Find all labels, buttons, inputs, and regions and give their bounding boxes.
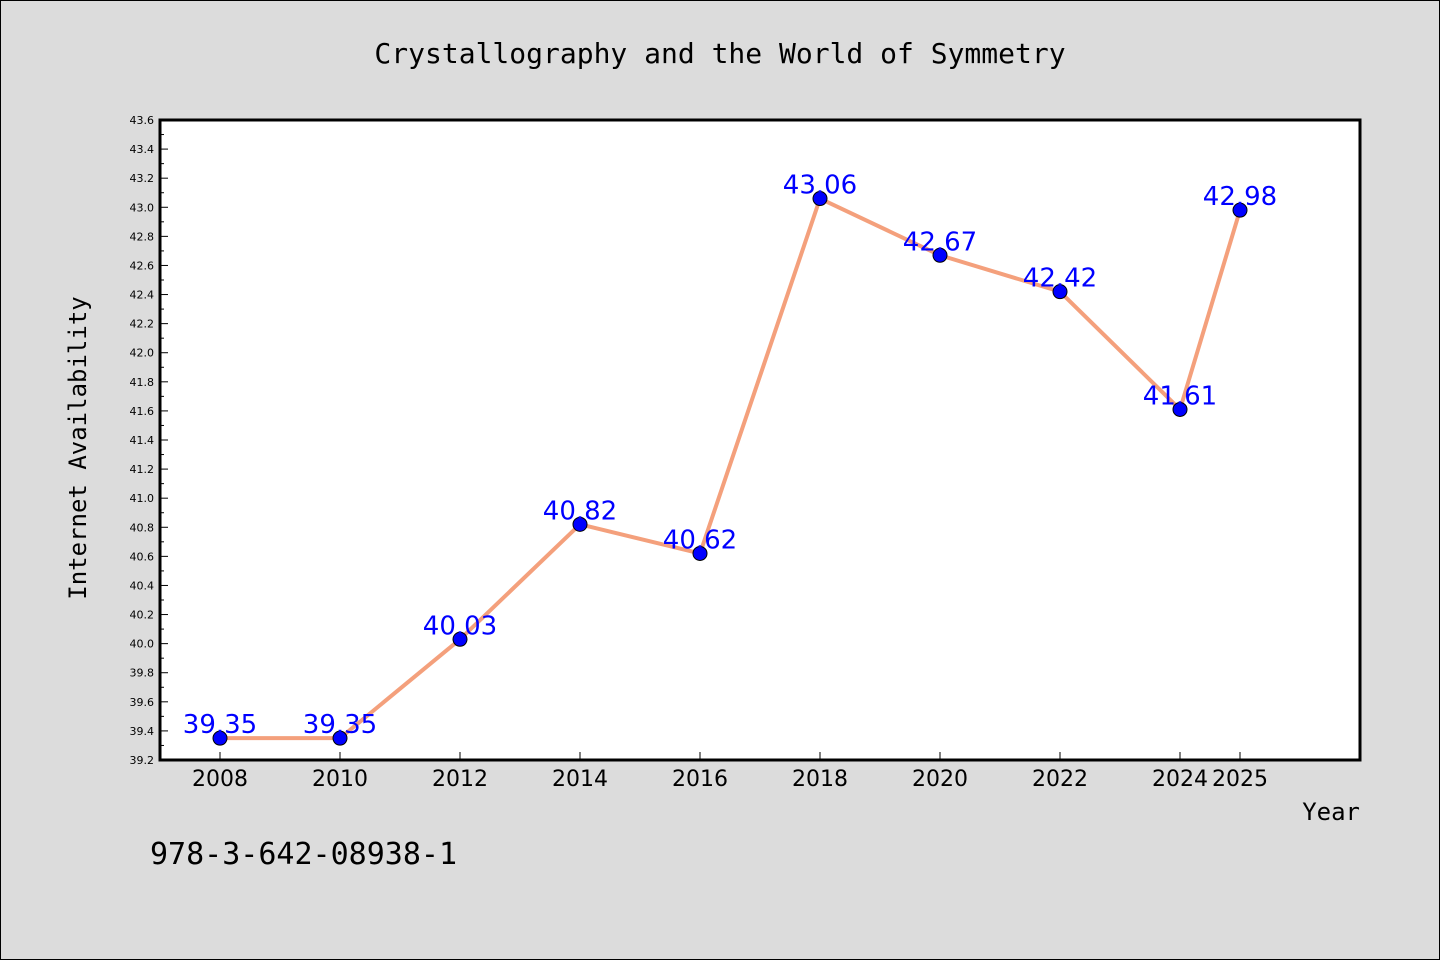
- data-point: [812, 191, 828, 207]
- y-axis-label: Internet Availability: [64, 296, 92, 599]
- y-tick-label: 39.2: [130, 754, 155, 767]
- series-line: [220, 196, 1242, 741]
- y-tick-label: 40.6: [130, 550, 155, 563]
- x-tick-label: 2014: [552, 767, 608, 792]
- data-label: 39.35: [183, 710, 257, 740]
- data-markers: [212, 191, 1248, 746]
- data-label: 42.98: [1203, 182, 1277, 212]
- x-axis: 2008 2010 2012 2014 2016 2018 2020 2022 2024 2025: [192, 752, 1268, 792]
- data-label: 42.67: [903, 227, 977, 257]
- x-tick-label: 2025: [1212, 767, 1268, 792]
- y-tick-label: 41.2: [130, 463, 155, 476]
- plot-border: [158, 118, 1362, 762]
- data-point: [932, 247, 948, 263]
- data-label: 43.06: [783, 171, 857, 201]
- x-tick-label: 2010: [312, 767, 368, 792]
- y-tick-label: 42.8: [130, 230, 155, 243]
- y-tick-label: 43.4: [130, 143, 155, 156]
- x-tick-label: 2016: [672, 767, 728, 792]
- data-label: 39.35: [303, 710, 377, 740]
- y-tick-label: 42.4: [130, 289, 155, 302]
- y-tick-label: 39.8: [130, 667, 155, 680]
- y-tick-label: 42.2: [130, 318, 155, 331]
- y-tick-label: 42.0: [130, 347, 155, 360]
- y-tick-label: 39.6: [130, 696, 155, 709]
- data-label: 40.62: [663, 525, 737, 555]
- y-tick-label: 40.0: [130, 638, 155, 651]
- data-label: 40.82: [543, 496, 617, 526]
- x-tick-label: 2008: [192, 767, 248, 792]
- data-point: [212, 730, 228, 746]
- y-tick-label: 40.4: [130, 579, 155, 592]
- y-axis: 39.2 39.4 39.6 39.8 40.0 40.2 40.4 40.6 40.8 41.0…: [130, 114, 168, 767]
- x-tick-label: 2024: [1152, 767, 1208, 792]
- y-tick-label: 40.8: [130, 521, 155, 534]
- x-tick-label: 2020: [912, 767, 968, 792]
- data-label: 41.61: [1143, 381, 1217, 411]
- footnote-text: 978-3-642-08938-1: [150, 837, 457, 872]
- data-point: [452, 631, 468, 647]
- y-tick-label: 41.4: [130, 434, 155, 447]
- y-tick-label: 41.8: [130, 376, 155, 389]
- y-tick-label: 43.6: [130, 114, 155, 127]
- y-tick-label: 41.6: [130, 405, 155, 418]
- data-point: [572, 516, 588, 532]
- y-tick-label: 42.6: [130, 259, 155, 272]
- y-tick-label: 43.2: [130, 172, 155, 185]
- data-label: 40.03: [423, 611, 497, 641]
- data-point: [1172, 401, 1188, 417]
- x-tick-label: 2012: [432, 767, 488, 792]
- data-point: [692, 545, 708, 561]
- data-point: [1052, 284, 1068, 300]
- plot-area: [160, 120, 1360, 760]
- x-tick-label: 2018: [792, 767, 848, 792]
- y-tick-label: 40.2: [130, 609, 155, 622]
- y-tick-label: 43.0: [130, 201, 155, 214]
- data-labels: 39.35 39.35 40.03 40.82 40.62 43.06 42.67 42.42…: [183, 171, 1277, 741]
- chart-title: Crystallography and the World of Symmetr…: [374, 37, 1065, 70]
- y-tick-label: 39.4: [130, 725, 155, 738]
- data-point: [1232, 202, 1248, 218]
- y-tick-label: 41.0: [130, 492, 155, 505]
- x-tick-label: 2022: [1032, 767, 1088, 792]
- data-point: [332, 730, 348, 746]
- x-axis-label: Year: [1302, 798, 1360, 826]
- data-label: 42.42: [1023, 264, 1097, 294]
